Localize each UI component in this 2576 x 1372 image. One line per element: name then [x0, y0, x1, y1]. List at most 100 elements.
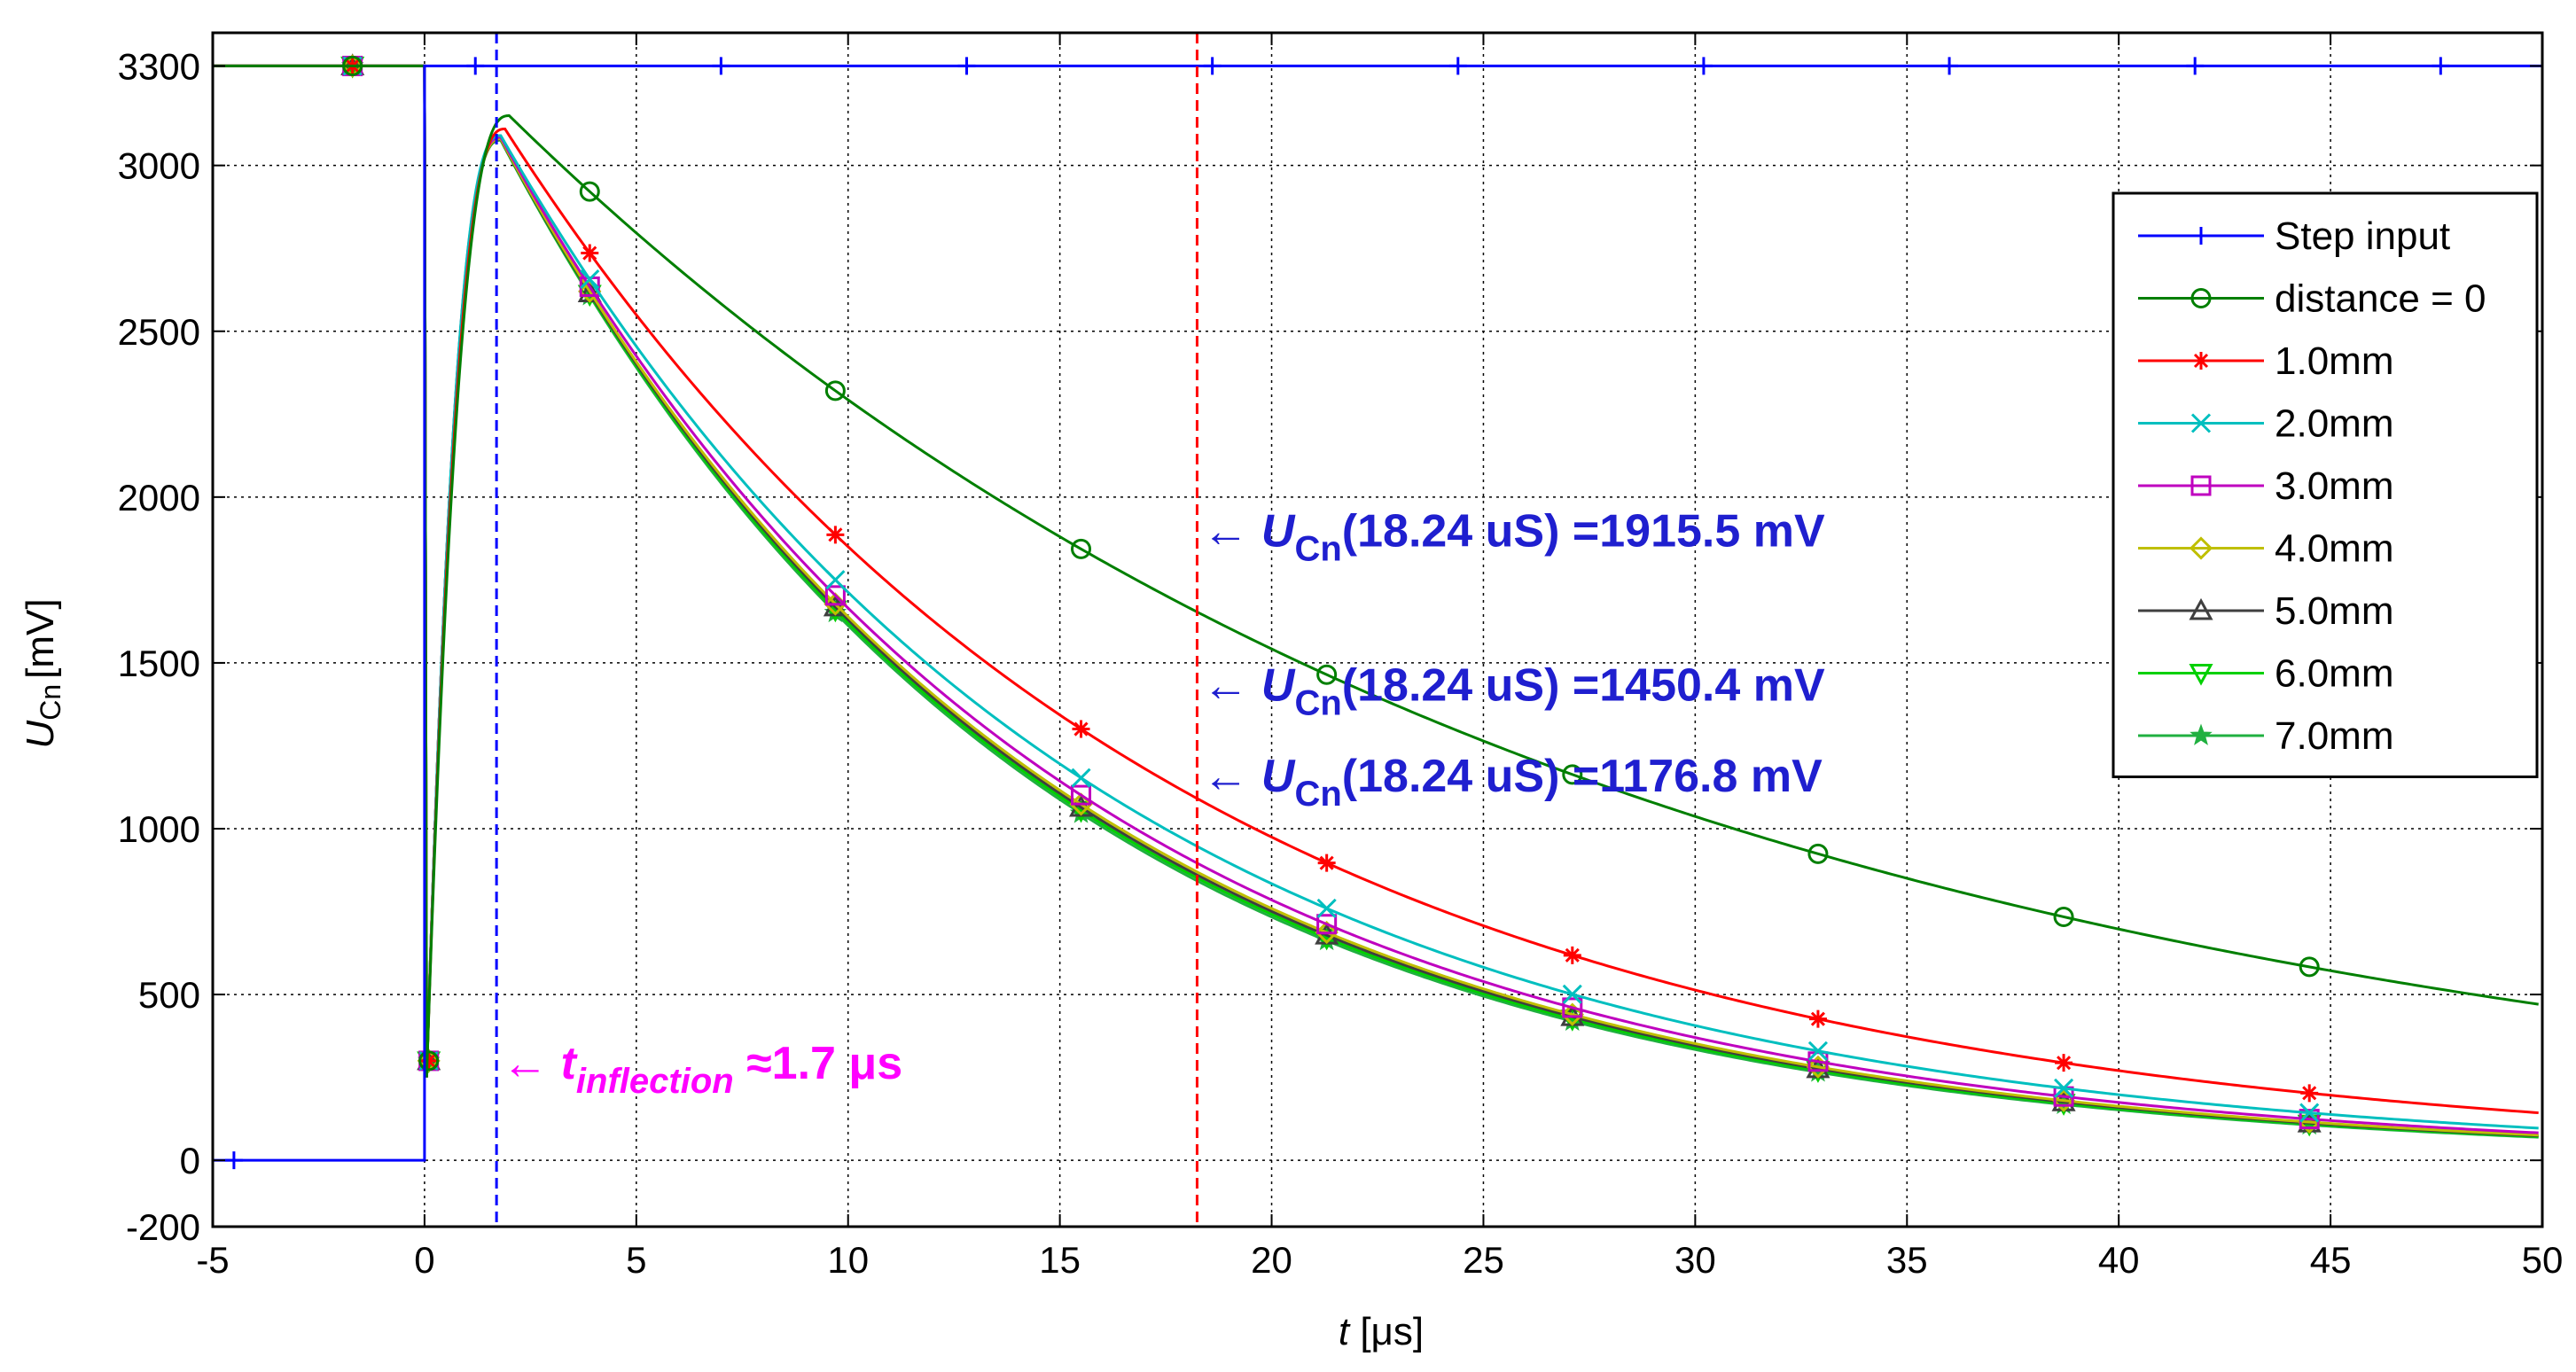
annotation-label: ← tinflection ≈1.7 μs — [502, 1038, 902, 1101]
tick-labels: -5 0 5 10 15 20 25 30 35 40 45 50 -200 0 500 1000 1500 20… — [118, 45, 2564, 1281]
x-axis-label: t [μs] — [1339, 1310, 1424, 1353]
legend: Step input distance = 0 1.0mm 2.0mm 3.0mm 4.0… — [2112, 191, 2539, 778]
y-tick-label: 1500 — [118, 643, 200, 684]
data-point — [712, 57, 730, 75]
data-point — [824, 380, 846, 401]
x-tick-label: 25 — [1463, 1239, 1504, 1281]
data-point — [825, 570, 846, 590]
data-point — [419, 1051, 438, 1070]
data-point — [2186, 57, 2205, 75]
data-point — [1069, 792, 1093, 816]
data-point — [581, 244, 599, 262]
data-point — [2054, 1078, 2074, 1098]
legend-label: 4.0mm — [2275, 527, 2393, 571]
x-tick-label: 20 — [1251, 1239, 1292, 1281]
data-point — [1560, 1002, 1584, 1026]
data-point — [1316, 898, 1337, 918]
annotation-var: t — [561, 1038, 579, 1089]
annotation-value: (18.24 uS) =1450.4 mV — [1342, 659, 1825, 711]
y-tick-label: 0 — [180, 1140, 200, 1181]
annotation-sub: Cn — [1294, 775, 1341, 814]
data-point — [418, 1050, 440, 1072]
y-axis-sub: Cn — [35, 684, 66, 721]
data-point — [1808, 1010, 1827, 1028]
y-tick-label: 2000 — [118, 477, 200, 518]
legend-label: 6.0mm — [2275, 652, 2393, 696]
y-axis-unit: [mV] — [19, 598, 62, 678]
series-line — [213, 64, 2542, 1162]
legend-label: 1.0mm — [2275, 339, 2393, 383]
legend-label: distance = 0 — [2275, 277, 2486, 321]
x-axis-var: t — [1339, 1310, 1351, 1353]
legend-label: 7.0mm — [2275, 714, 2393, 758]
annotation-arrow: ← — [502, 1038, 560, 1089]
data-point — [579, 181, 600, 202]
annotation-arrow: ← — [1202, 751, 1261, 802]
annotation-sub: inflection — [576, 1062, 734, 1101]
data-point — [1316, 664, 1338, 685]
data-point — [2299, 956, 2320, 978]
data-point — [2300, 1084, 2319, 1103]
x-axis-unit: [μs] — [1349, 1310, 1424, 1353]
legend-marker — [2192, 227, 2210, 245]
data-point — [466, 57, 485, 75]
data-point — [1317, 854, 1336, 872]
annotation-var: U — [1261, 751, 1296, 802]
legend-marker — [2189, 664, 2213, 686]
series-group — [213, 53, 2542, 1170]
x-tick-label: 30 — [1674, 1239, 1716, 1281]
data-point — [580, 269, 600, 290]
data-point — [1807, 1041, 1828, 1061]
data-point — [1694, 57, 1713, 75]
annotation-label: ← UCn(18.24 uS) =1450.4 mV — [1202, 659, 1825, 722]
annotation-label: ← UCn(18.24 uS) =1176.8 mV — [1202, 751, 1823, 814]
series-line — [213, 64, 2539, 1130]
data-point — [1316, 914, 1338, 935]
data-point — [1315, 920, 1339, 945]
annotation-arrow: ← — [1202, 659, 1261, 711]
data-point — [342, 55, 363, 76]
legend-marker — [2190, 723, 2213, 745]
x-tick-label: 5 — [626, 1239, 646, 1281]
data-point — [2053, 906, 2074, 927]
data-point — [1071, 768, 1091, 788]
x-tick-label: 10 — [827, 1239, 869, 1281]
annotation-sub: Cn — [1294, 683, 1341, 722]
annotation-arrow: ← — [1202, 505, 1261, 557]
data-point — [1072, 720, 1090, 738]
y-axis-var: U — [19, 721, 62, 749]
data-point — [1071, 538, 1092, 559]
x-tick-label: 0 — [414, 1239, 434, 1281]
x-tick-label: 45 — [2310, 1239, 2352, 1281]
annotation-label: ← UCn(18.24 uS) =1915.5 mV — [1202, 505, 1825, 568]
legend-label: Step input — [2275, 214, 2450, 258]
y-tick-label: 1000 — [118, 808, 200, 850]
plot-frame — [211, 31, 2544, 1228]
x-tick-label: 35 — [1886, 1239, 1928, 1281]
vertical-lines — [495, 33, 1198, 1227]
y-tick-label: 3300 — [118, 45, 200, 87]
annotation-value: ≈1.7 μs — [734, 1038, 902, 1089]
data-point — [1071, 784, 1092, 806]
legend-label: 2.0mm — [2275, 402, 2393, 446]
data-point — [1563, 946, 1581, 964]
data-point — [1562, 997, 1583, 1018]
legend-label: 5.0mm — [2275, 589, 2393, 633]
data-point — [1203, 57, 1222, 75]
data-point — [2432, 57, 2450, 75]
data-point — [2055, 1054, 2073, 1072]
x-tick-label: 15 — [1039, 1239, 1081, 1281]
series-line — [213, 64, 2539, 1078]
data-point — [224, 1151, 243, 1170]
annotation-sub: Cn — [1294, 529, 1341, 568]
y-axis-label: UCn [mV] — [19, 598, 66, 748]
data-point — [2299, 1109, 2320, 1130]
x-tick-label: -5 — [196, 1239, 229, 1281]
legend-marker — [2190, 413, 2212, 433]
x-tick-label: 50 — [2522, 1239, 2564, 1281]
y-tick-label: 2500 — [118, 311, 200, 353]
legend-marker — [2189, 536, 2213, 560]
annotation-value: (18.24 uS) =1176.8 mV — [1342, 751, 1823, 802]
data-point — [957, 57, 976, 75]
